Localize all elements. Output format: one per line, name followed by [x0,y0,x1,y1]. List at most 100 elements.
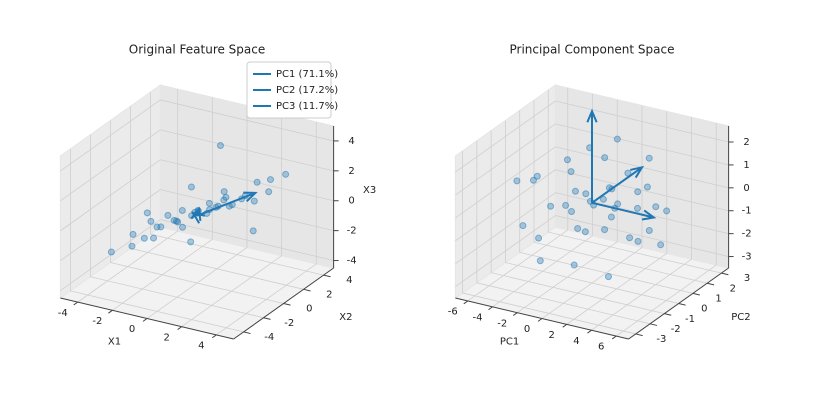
point [187,183,195,191]
grid-line [491,272,665,315]
x-tick-label: -4 [58,308,68,319]
tick-mark [142,318,148,322]
chart-title: Principal Component Space [510,43,675,57]
point [634,237,642,245]
legend-box [246,61,332,119]
point [657,241,665,249]
x-tick-label: -2 [497,318,507,329]
grid-line [555,100,729,143]
grid-line [60,189,161,261]
y-tick-label: -4 [264,332,274,343]
point [164,211,172,219]
grid-line [462,292,636,335]
point [282,170,290,178]
x-tick-label: 2 [163,332,169,343]
axis-line [60,297,234,340]
point [216,142,224,150]
grid-line [130,247,304,290]
point [128,242,136,250]
tick-mark [635,333,643,337]
grid-line [160,99,334,142]
grid-line [70,290,244,333]
grid-line [476,282,651,325]
grid-line [555,123,729,166]
z-tick-label: 4 [348,136,354,147]
point [129,230,137,238]
y-tick-label: -1 [685,314,695,325]
point [604,273,612,281]
y-axis-label: PC2 [731,312,750,323]
arrow [586,108,598,203]
grid-line [533,241,708,284]
point [187,238,195,246]
point [107,248,115,256]
point [613,135,621,143]
y-tick-label: 0 [306,304,312,315]
y-tick-label: -2 [284,318,294,329]
y-tick-label: 2 [326,289,332,300]
point [179,223,187,231]
grid-line [555,215,729,257]
grid-line [455,215,556,287]
axis-line [628,267,729,340]
tick-mark [611,335,617,340]
y-tick-label: 4 [346,275,352,286]
tick-mark [649,323,658,326]
x-tick-label: 6 [598,342,604,353]
tick-mark [562,323,568,328]
tick-mark [303,288,311,292]
x-tick-label: 4 [198,341,204,352]
point [634,188,642,196]
point [582,190,590,198]
tick-mark [488,306,493,311]
arrow [196,191,258,217]
tick-mark [707,282,715,286]
x-axis-label: X1 [108,337,121,348]
y-axis-label: X2 [339,312,352,323]
point [220,188,228,196]
grid-line [150,233,324,276]
point [663,207,671,215]
grid-line [455,146,556,219]
tick-mark [664,313,672,316]
point [574,224,582,232]
x-tick-label: -6 [448,307,458,318]
tick-mark [721,272,729,276]
x-tick-label: 4 [573,336,579,347]
point [174,218,182,226]
point [253,178,261,186]
tick-mark [692,292,700,296]
arrow [190,206,202,222]
z-tick-label: -4 [347,256,357,267]
x-tick-label: 0 [524,324,530,335]
grid-line [555,192,729,235]
grid-line [90,276,264,319]
z-tick-label: -2 [742,229,752,240]
point [607,213,615,221]
point [599,195,607,203]
point [535,234,543,242]
point [562,201,570,209]
tick-mark [512,312,518,316]
x-tick-label: 2 [549,330,555,341]
grid-line [60,159,161,232]
x-tick-label: 0 [129,324,135,335]
point [626,234,634,242]
grid-line [455,169,556,242]
grid-line [519,251,693,294]
point [570,261,578,269]
z-tick-label: 0 [348,196,354,207]
point [265,188,273,196]
point [147,217,155,225]
grid-line [60,129,161,202]
grid-line [60,99,161,172]
chart-title: Original Feature Space [129,43,266,57]
grid-line [555,169,729,212]
tick-mark [73,301,79,306]
z-tick-label: 1 [743,160,749,171]
x-axis-label: PC1 [500,337,519,348]
point [222,193,230,201]
x-tick-label: -4 [473,312,483,323]
point [601,226,609,234]
